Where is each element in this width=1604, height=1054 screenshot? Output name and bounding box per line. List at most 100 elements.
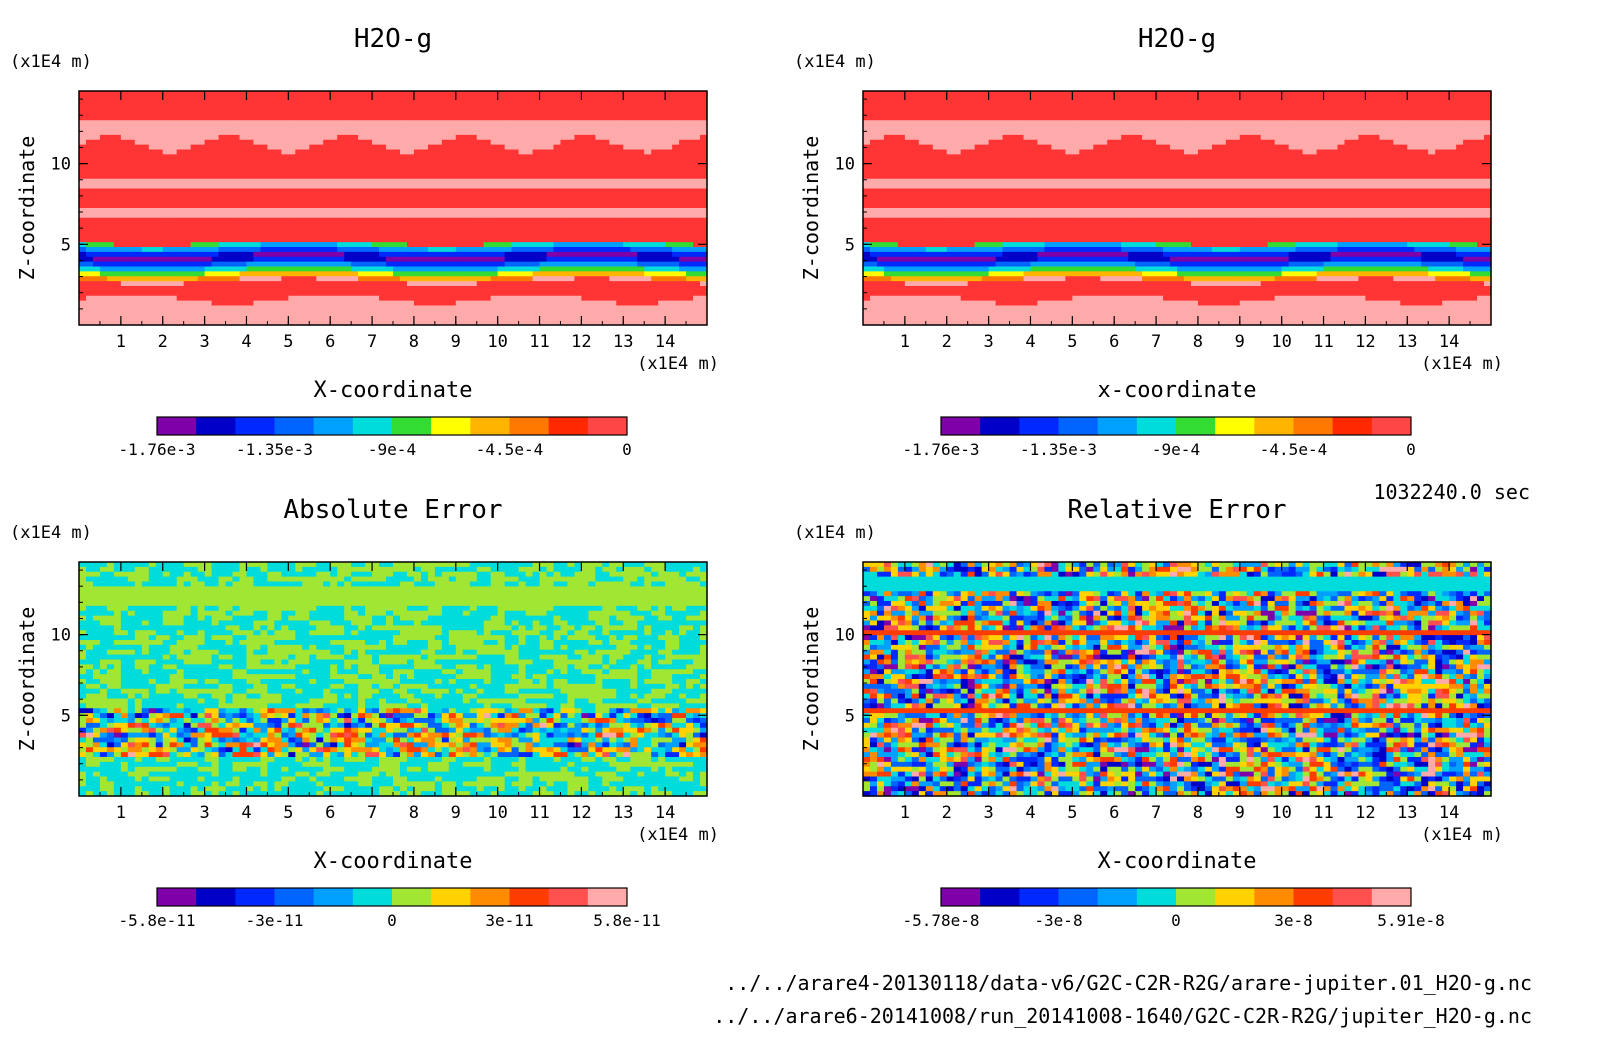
heatmap-cell: [525, 120, 534, 126]
heatmap-cell: [386, 188, 394, 194]
heatmap-cell: [1204, 100, 1213, 107]
heatmap-cell: [358, 271, 366, 277]
heatmap-cell: [155, 266, 164, 272]
heatmap-cell: [239, 217, 248, 224]
heatmap-cell: [1218, 100, 1227, 107]
heatmap-cell: [532, 120, 541, 126]
heatmap-cell: [616, 178, 624, 185]
heatmap-cell: [665, 227, 673, 233]
heatmap-cell: [883, 120, 892, 126]
heatmap-cell: [211, 110, 220, 116]
heatmap-cell: [162, 105, 171, 112]
heatmap-cell: [379, 173, 387, 180]
heatmap-cell: [99, 164, 108, 170]
heatmap-cell: [358, 212, 366, 219]
heatmap-cell: [953, 91, 962, 97]
heatmap-cell: [609, 276, 617, 282]
heatmap-cell: [288, 290, 296, 297]
heatmap-cell: [427, 193, 436, 199]
heatmap-cell: [323, 120, 331, 126]
heatmap-cell: [1197, 95, 1206, 102]
heatmap-cell: [204, 110, 213, 116]
heatmap-cell: [497, 183, 506, 190]
heatmap-cell: [651, 271, 659, 277]
heatmap-cell: [1142, 110, 1150, 116]
heatmap-cell: [560, 164, 569, 170]
heatmap-cell: [532, 173, 541, 180]
heatmap-cell: [99, 208, 108, 214]
heatmap-cell: [99, 198, 108, 204]
heatmap-cell: [379, 198, 387, 204]
heatmap-cell: [267, 105, 275, 112]
heatmap-cell: [518, 310, 527, 316]
heatmap-cell: [232, 203, 241, 209]
heatmap-cell: [448, 95, 457, 102]
heatmap-cell: [693, 159, 701, 165]
heatmap-cell: [379, 247, 387, 253]
heatmap-cell: [693, 105, 701, 112]
heatmap-cell: [427, 300, 436, 307]
heatmap-cell: [344, 310, 352, 316]
heatmap-cell: [120, 139, 129, 146]
heatmap-cell: [316, 100, 324, 107]
heatmap-cell: [651, 222, 659, 229]
heatmap-cell: [134, 149, 143, 155]
heatmap-cell: [469, 271, 478, 277]
heatmap-cell: [134, 281, 143, 287]
heatmap-cell: [169, 242, 178, 248]
heatmap-cell: [602, 115, 610, 121]
heatmap-cell: [274, 212, 282, 219]
heatmap-cell: [211, 276, 220, 282]
heatmap-cell: [393, 188, 401, 194]
heatmap-cell: [211, 203, 220, 209]
heatmap-cell: [420, 134, 429, 141]
heatmap-cell: [183, 251, 192, 258]
heatmap-cell: [120, 251, 129, 258]
heatmap-cell: [162, 139, 171, 146]
heatmap-cell: [365, 315, 373, 321]
heatmap-cell: [260, 144, 268, 151]
heatmap-cell: [483, 193, 492, 199]
heatmap-cell: [420, 100, 429, 107]
heatmap-cell: [302, 91, 310, 97]
heatmap-cell: [225, 188, 234, 194]
heatmap-cell: [386, 286, 394, 292]
heatmap-cell: [399, 300, 408, 307]
heatmap-cell: [190, 227, 199, 233]
heatmap-cell: [581, 154, 589, 160]
heatmap-cell: [225, 320, 234, 326]
heatmap-cell: [211, 222, 220, 229]
heatmap-cell: [511, 125, 520, 131]
heatmap-cell: [693, 154, 701, 160]
heatmap-cell: [1211, 100, 1220, 107]
heatmap-cell: [239, 222, 248, 229]
heatmap-cell: [560, 149, 569, 155]
heatmap-cell: [106, 256, 115, 263]
heatmap-cell: [372, 315, 380, 321]
heatmap-cell: [162, 173, 171, 180]
heatmap-cell: [99, 183, 108, 190]
heatmap-cell: [281, 134, 289, 141]
heatmap-cell: [204, 310, 213, 316]
heatmap-cell: [1428, 110, 1436, 116]
heatmap-cell: [92, 149, 101, 155]
heatmap-cell: [134, 247, 143, 253]
heatmap-cell: [365, 91, 373, 97]
heatmap-cell: [1044, 110, 1052, 116]
heatmap-cell: [700, 198, 708, 204]
heatmap-cell: [183, 110, 192, 116]
heatmap-cell: [211, 115, 220, 121]
heatmap-cell: [267, 193, 275, 199]
heatmap-cell: [197, 217, 206, 224]
heatmap-cell: [316, 110, 324, 116]
heatmap-cell: [532, 134, 541, 141]
heatmap-cell: [225, 134, 234, 141]
heatmap-cell: [309, 130, 317, 136]
heatmap-cell: [651, 286, 659, 292]
heatmap-cell: [876, 115, 885, 121]
heatmap-cell: [658, 232, 666, 238]
heatmap-cell: [85, 320, 94, 326]
heatmap-cell: [330, 290, 338, 297]
heatmap-cell: [204, 178, 213, 185]
heatmap-cell: [253, 130, 262, 136]
